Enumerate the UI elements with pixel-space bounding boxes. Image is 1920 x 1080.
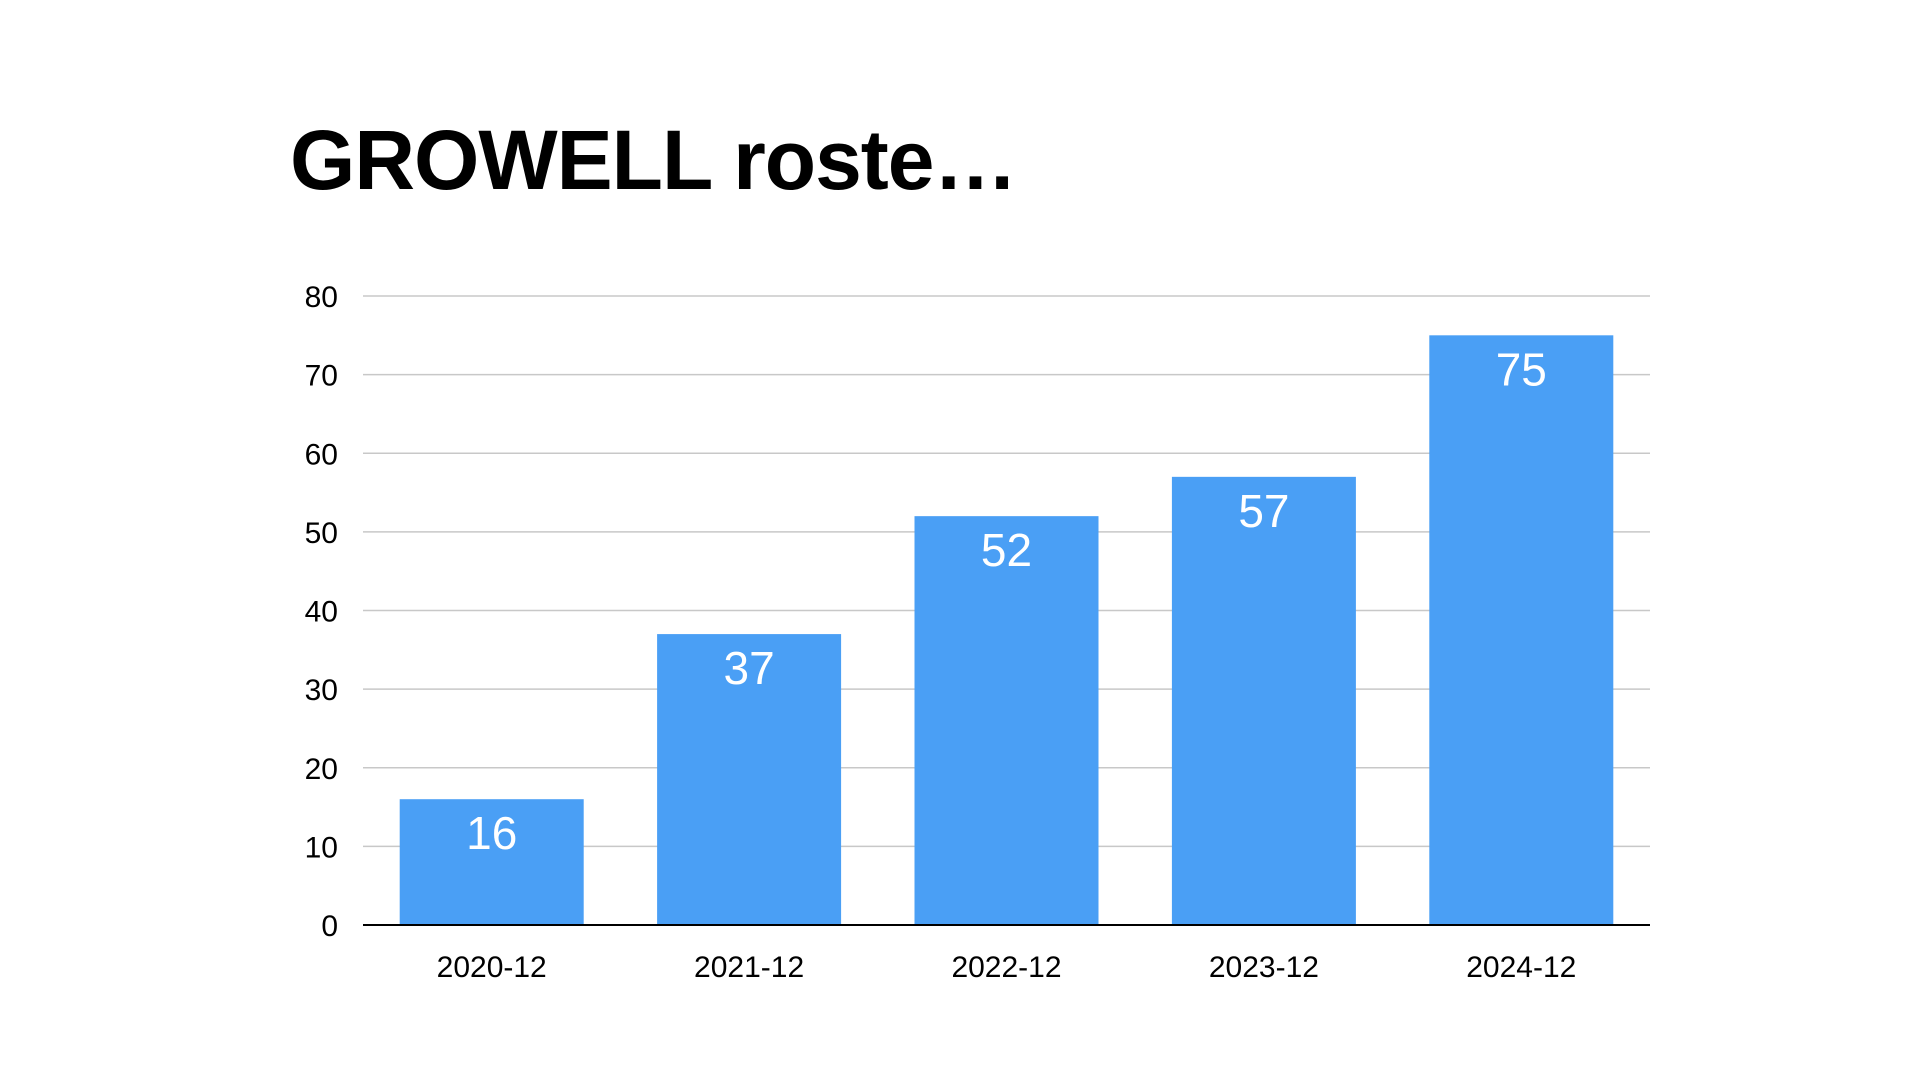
data-label: 52 <box>981 524 1032 576</box>
x-tick-label: 2024-12 <box>1466 951 1576 984</box>
x-tick-label: 2020-12 <box>437 951 547 984</box>
y-tick-label: 70 <box>305 360 338 393</box>
y-tick-label: 20 <box>305 753 338 786</box>
y-tick-label: 60 <box>305 438 338 471</box>
bar <box>657 634 842 925</box>
y-tick-label: 30 <box>305 674 338 707</box>
x-tick-label: 2022-12 <box>951 951 1061 984</box>
y-tick-label: 0 <box>321 910 338 943</box>
data-label: 37 <box>724 642 775 694</box>
x-tick-label: 2023-12 <box>1209 951 1319 984</box>
data-label: 16 <box>466 807 517 859</box>
bar <box>914 516 1099 925</box>
y-tick-label: 80 <box>305 281 338 314</box>
y-tick-label: 40 <box>305 596 338 629</box>
bar <box>1429 335 1614 925</box>
data-label: 57 <box>1238 485 1289 537</box>
bar <box>399 799 584 925</box>
bar <box>1171 476 1356 925</box>
x-tick-label: 2021-12 <box>694 951 804 984</box>
y-tick-label: 10 <box>305 831 338 864</box>
chart-title: GROWELL roste… <box>290 113 1017 207</box>
data-label: 75 <box>1496 343 1547 395</box>
y-tick-label: 50 <box>305 517 338 550</box>
